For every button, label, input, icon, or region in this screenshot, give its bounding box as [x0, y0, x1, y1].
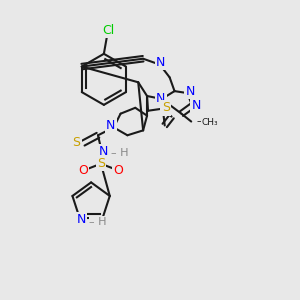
- Text: S: S: [162, 101, 170, 114]
- Text: N: N: [156, 56, 166, 69]
- Text: S: S: [72, 136, 80, 148]
- Text: N: N: [156, 92, 166, 106]
- Text: – H: – H: [89, 217, 107, 227]
- Text: N: N: [99, 146, 109, 158]
- Text: S: S: [97, 157, 105, 170]
- Text: N: N: [186, 85, 195, 98]
- Text: CH₃: CH₃: [201, 118, 218, 127]
- Text: –: –: [196, 116, 201, 127]
- Text: N: N: [77, 213, 86, 226]
- Text: – H: – H: [111, 148, 128, 158]
- Text: O: O: [114, 164, 124, 177]
- Text: O: O: [78, 164, 88, 177]
- Text: N: N: [191, 99, 201, 112]
- Text: Cl: Cl: [103, 24, 115, 37]
- Text: N: N: [106, 119, 116, 132]
